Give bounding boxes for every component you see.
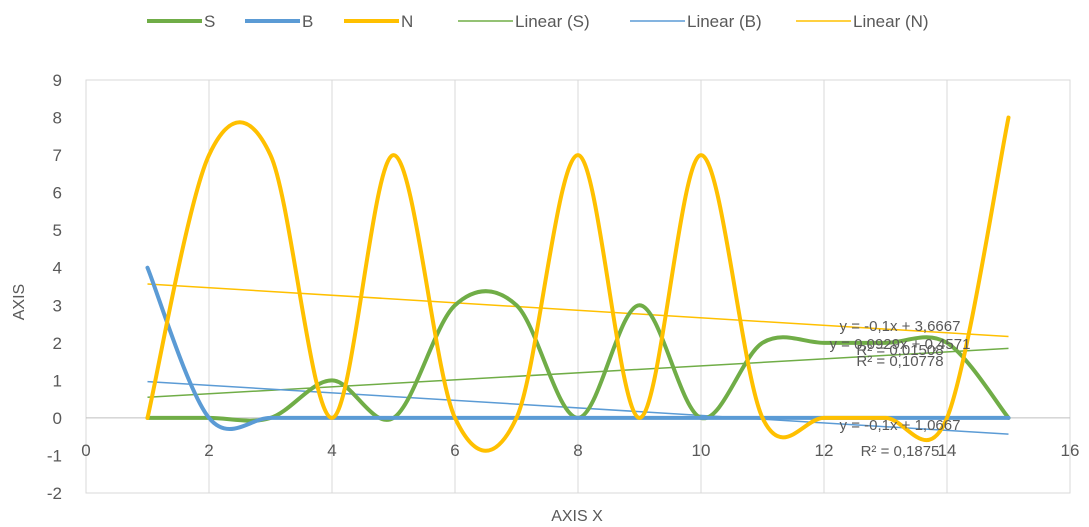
trendline-r2: R² = 0,1875 (861, 443, 940, 460)
x-tick-label: 14 (938, 441, 957, 460)
series-line (145, 115, 1011, 453)
trendline (147, 283, 1009, 338)
y-tick-label: 3 (53, 296, 62, 315)
y-tick-label: 6 (53, 184, 62, 203)
x-tick-label: 12 (815, 441, 834, 460)
legend-label: B (302, 12, 313, 31)
x-tick-label: 8 (573, 441, 582, 460)
x-tick-label: 0 (81, 441, 90, 460)
y-axis-title: AXIS (11, 284, 28, 320)
legend-label: Linear (S) (515, 12, 590, 31)
trendline (147, 380, 1009, 435)
y-tick-label: -1 (47, 446, 62, 465)
x-tick-label: 4 (327, 441, 336, 460)
trendline-equation: y = -0,1x + 3,6667 (840, 318, 961, 335)
x-tick-label: 2 (204, 441, 213, 460)
y-tick-label: 7 (53, 146, 62, 165)
y-tick-label: 0 (53, 409, 62, 428)
y-tick-label: 4 (53, 259, 62, 278)
gridlines (85, 79, 1071, 494)
y-tick-label: 5 (53, 221, 62, 240)
trendline-equation: y = -0,1x + 1,0667 (840, 417, 961, 434)
trendline-r2: R² = 0,01508 (856, 342, 943, 359)
trendline-equation: y = 0,0929x + 0,4571 (830, 336, 971, 353)
y-tick-label: 8 (53, 109, 62, 128)
legend-label: S (204, 12, 215, 31)
plot-area (145, 115, 1011, 453)
x-tick-label: 16 (1061, 441, 1080, 460)
y-tick-label: 2 (53, 334, 62, 353)
legend: S B N Linear (S) Linear (B) Linear (N) (147, 12, 929, 31)
y-tick-label: 9 (53, 71, 62, 90)
legend-label: Linear (N) (853, 12, 929, 31)
legend-label: N (401, 12, 413, 31)
y-tick-label: 1 (53, 371, 62, 390)
x-tick-label: 10 (692, 441, 711, 460)
y-tick-label: -2 (47, 484, 62, 503)
trendline (147, 347, 1009, 399)
x-axis-title: AXIS X (551, 508, 603, 525)
x-tick-label: 6 (450, 441, 459, 460)
trendline-r2: R² = 0,10778 (856, 353, 943, 370)
legend-label: Linear (B) (687, 12, 762, 31)
